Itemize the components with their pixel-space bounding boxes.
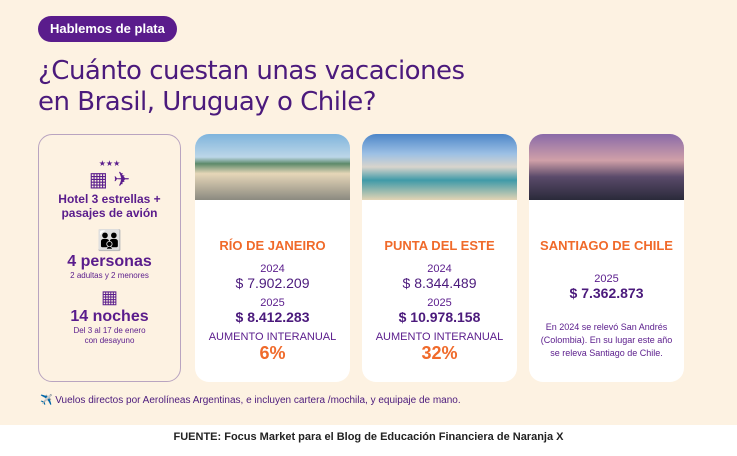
punta-photo [362, 134, 517, 200]
title-line-2: en Brasil, Uruguay o Chile? [38, 87, 377, 117]
hotel-plane-icon: ★★★ ▦ ✈ [39, 159, 180, 192]
rio-photo [195, 134, 350, 200]
flight-text: pasajes de avión [61, 206, 158, 220]
price-2024: $ 7.902.209 [235, 275, 310, 291]
year-2025: 2025 [260, 297, 285, 309]
city-name: PUNTA DEL ESTE [384, 238, 495, 253]
increase-label: AUMENTO INTERANUAL [375, 331, 504, 343]
year-2025: 2025 [427, 297, 452, 309]
card-santiago: SANTIAGO DE CHILE 2025 $ 7.362.873 En 20… [529, 134, 684, 382]
nights-text: 14 noches [70, 308, 149, 325]
trip-info-box: ★★★ ▦ ✈ Hotel 3 estrellas + pasajes de av… [38, 134, 181, 382]
calendar-icon: ▦ [100, 287, 118, 307]
price-2025: $ 10.978.158 [398, 309, 481, 325]
year-2024: 2024 [427, 263, 452, 275]
increase-pct: 6% [259, 343, 286, 363]
year-2025: 2025 [594, 273, 619, 285]
price-2025: $ 7.362.873 [569, 285, 644, 301]
badge: Hablemos de plata [38, 16, 177, 42]
nights-sub-1: Del 3 al 17 de enero [73, 326, 146, 335]
stars-icon: ★★★ [98, 159, 121, 168]
price-2025: $ 8.412.283 [235, 309, 310, 325]
note-text: En 2024 se relevó San Andrés (Colombia).… [540, 322, 673, 358]
page-title: ¿Cuánto cuestan unas vacaciones en Brasil… [38, 56, 465, 118]
year-2024: 2024 [260, 263, 285, 275]
city-name: RÍO DE JANEIRO [219, 238, 326, 253]
increase-pct: 32% [421, 343, 458, 363]
increase-label: AUMENTO INTERANUAL [208, 331, 337, 343]
people-sub: 2 adultas y 2 menores [70, 271, 149, 280]
people-text: 4 personas [67, 253, 152, 270]
santiago-photo [529, 134, 684, 200]
footnote: ✈️ Vuelos directos por Aerolíneas Argent… [40, 395, 461, 406]
card-rio: RÍO DE JANEIRO 2024 $ 7.902.209 2025 $ 8… [195, 134, 350, 382]
city-name: SANTIAGO DE CHILE [540, 238, 673, 253]
hotel-text: Hotel 3 estrellas + [58, 192, 161, 206]
family-icon: 👪 [97, 230, 122, 252]
card-punta: PUNTA DEL ESTE 2024 $ 8.344.489 2025 $ 1… [362, 134, 517, 382]
title-line-1: ¿Cuánto cuestan unas vacaciones [38, 56, 465, 86]
nights-sub-2: con desayuno [84, 336, 135, 345]
source-caption: FUENTE: Focus Market para el Blog de Edu… [173, 431, 564, 443]
price-2024: $ 8.344.489 [402, 275, 477, 291]
